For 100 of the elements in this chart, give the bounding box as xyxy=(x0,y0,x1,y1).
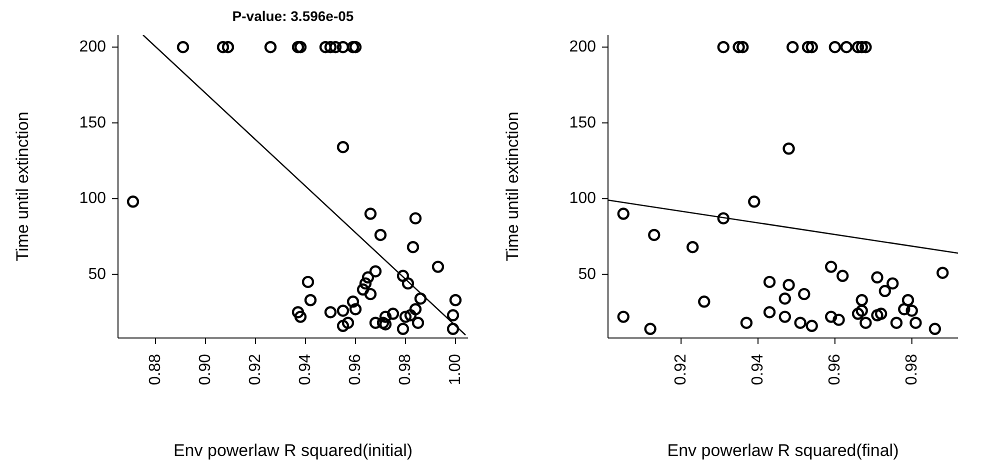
point xyxy=(732,41,745,54)
y-tick-label: 50 xyxy=(88,266,106,283)
point xyxy=(414,292,427,305)
point xyxy=(717,212,730,224)
point xyxy=(369,316,382,329)
point xyxy=(836,270,849,282)
y-tick-label: 50 xyxy=(578,266,596,283)
x-tick-label: 0.92 xyxy=(247,354,264,386)
point xyxy=(304,294,317,306)
point xyxy=(748,196,760,208)
point xyxy=(617,310,630,323)
point xyxy=(890,316,903,329)
point xyxy=(871,309,884,322)
point xyxy=(824,260,838,273)
point xyxy=(349,41,362,54)
point xyxy=(648,228,660,242)
point xyxy=(336,320,350,332)
point xyxy=(336,141,350,154)
point xyxy=(364,208,377,220)
point xyxy=(686,241,699,254)
y-tick-label: 200 xyxy=(569,38,596,56)
point xyxy=(449,294,462,306)
point xyxy=(928,322,942,336)
point xyxy=(336,41,350,54)
point xyxy=(409,303,422,316)
point xyxy=(319,41,332,54)
point xyxy=(406,241,420,254)
point xyxy=(369,265,382,278)
point xyxy=(782,142,795,155)
y-tick-label: 200 xyxy=(79,38,106,56)
point xyxy=(871,271,884,284)
point xyxy=(349,303,362,316)
point xyxy=(356,283,370,296)
point xyxy=(717,41,730,54)
y-tick-label: 100 xyxy=(79,190,106,208)
point xyxy=(828,41,842,54)
y-tick-label: 150 xyxy=(569,114,596,132)
point xyxy=(778,292,792,305)
x-tick-label: 1.00 xyxy=(447,354,464,386)
y-tick-label: 150 xyxy=(79,114,106,132)
point xyxy=(617,208,630,220)
point xyxy=(860,316,872,329)
x-tick-label: 0.94 xyxy=(750,354,766,386)
x-tick-label: 0.90 xyxy=(197,354,214,386)
y-axis-title: Time until extinction xyxy=(503,112,522,262)
point xyxy=(698,296,710,308)
point xyxy=(126,196,140,208)
x-tick-label: 0.98 xyxy=(903,354,920,386)
point xyxy=(910,316,922,329)
point xyxy=(856,304,868,317)
point xyxy=(294,41,307,54)
y-axis-title: Time until extinction xyxy=(13,112,32,262)
point xyxy=(346,296,360,308)
x-tick-label: 0.98 xyxy=(397,354,414,386)
point xyxy=(324,41,337,54)
point xyxy=(342,316,354,329)
x-tick-label: 0.94 xyxy=(297,354,314,386)
point xyxy=(446,309,460,322)
point xyxy=(346,41,360,54)
point xyxy=(740,316,753,329)
point xyxy=(396,322,410,336)
point xyxy=(936,266,949,279)
point xyxy=(292,306,304,318)
point xyxy=(302,276,314,288)
point xyxy=(176,41,190,54)
point xyxy=(856,41,868,54)
point xyxy=(404,309,417,322)
point xyxy=(324,306,337,318)
point xyxy=(886,277,899,290)
x-axis-title: Env powerlaw R squared(final) xyxy=(667,441,899,460)
point xyxy=(386,308,400,320)
point xyxy=(806,41,818,54)
point xyxy=(806,320,818,332)
point xyxy=(898,303,910,316)
x-tick-label: 0.96 xyxy=(347,354,364,386)
x-tick-label: 0.88 xyxy=(147,354,164,386)
point xyxy=(852,41,864,54)
x-tick-label: 0.92 xyxy=(672,354,690,386)
y-tick-label: 100 xyxy=(569,190,596,208)
point xyxy=(399,310,412,323)
point xyxy=(446,322,460,336)
point xyxy=(860,41,872,54)
point xyxy=(824,310,838,323)
point xyxy=(902,294,914,306)
point xyxy=(874,308,888,320)
point xyxy=(432,260,444,273)
x-axis-title: Env powerlaw R squared(initial) xyxy=(173,441,413,460)
point xyxy=(802,41,814,54)
point xyxy=(832,314,845,326)
point xyxy=(763,306,776,318)
point xyxy=(778,310,792,323)
point xyxy=(294,310,307,323)
chart-title: P-value: 3.596e-05 xyxy=(231,8,355,24)
point xyxy=(852,308,864,320)
point xyxy=(396,270,410,282)
point xyxy=(856,294,868,306)
point xyxy=(906,304,918,317)
point xyxy=(292,41,304,54)
point xyxy=(264,41,277,54)
point xyxy=(782,278,795,292)
